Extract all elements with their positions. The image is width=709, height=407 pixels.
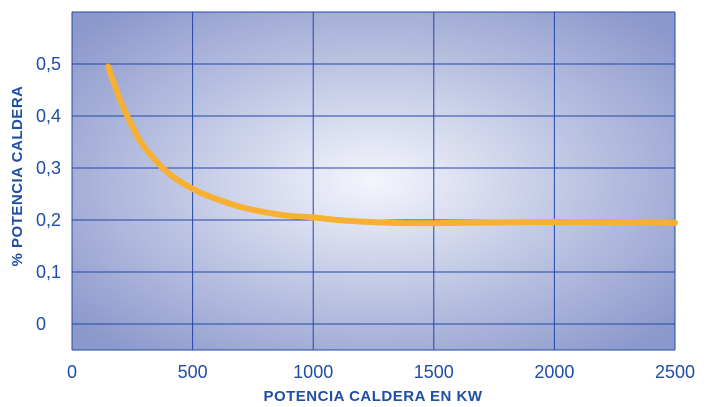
x-tick-label: 1500 bbox=[414, 362, 454, 382]
y-tick-label: 0,2 bbox=[36, 210, 61, 230]
x-tick-label: 0 bbox=[67, 362, 77, 382]
plot-area bbox=[72, 12, 675, 350]
y-tick-label: 0,3 bbox=[36, 158, 61, 178]
x-tick-label: 1000 bbox=[293, 362, 333, 382]
x-tick-label: 500 bbox=[178, 362, 208, 382]
y-axis-tick-labels: 0 0,1 0,2 0,3 0,4 0,5 bbox=[36, 54, 61, 334]
series-curve bbox=[105, 63, 678, 227]
y-tick-label: 0,5 bbox=[36, 54, 61, 74]
x-tick-label: 2500 bbox=[655, 362, 695, 382]
x-tick-label: 2000 bbox=[534, 362, 574, 382]
y-tick-label: 0 bbox=[36, 314, 46, 334]
y-axis-title: % POTENCIA CALDERA bbox=[9, 86, 26, 267]
y-tick-label: 0,4 bbox=[36, 106, 61, 126]
grid-lines bbox=[71, 11, 676, 351]
x-axis-tick-labels: 0 500 1000 1500 2000 2500 bbox=[67, 362, 695, 382]
y-tick-label: 0,1 bbox=[36, 262, 61, 282]
x-axis-title: POTENCIA CALDERA EN KW bbox=[263, 388, 482, 405]
